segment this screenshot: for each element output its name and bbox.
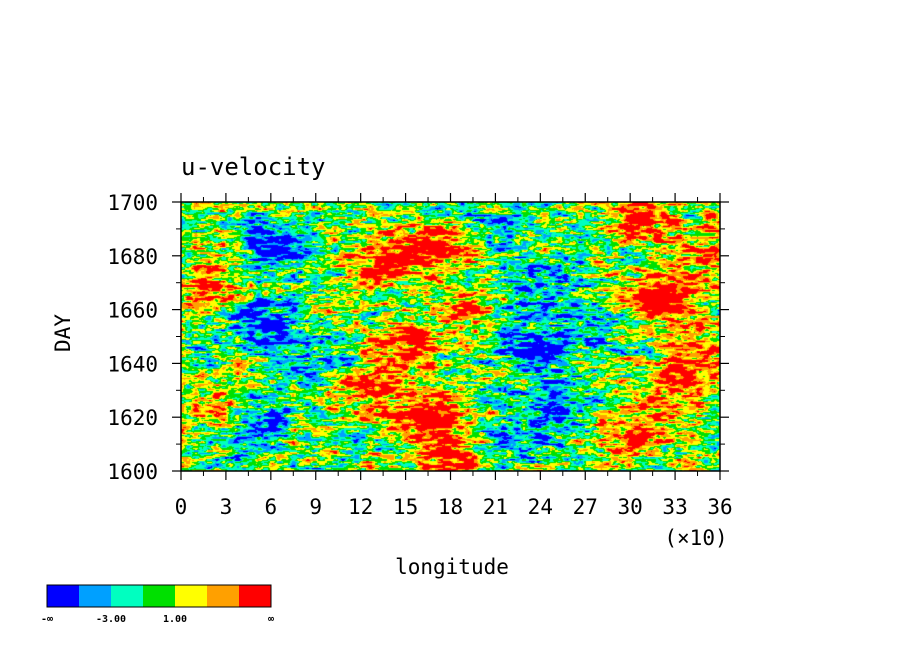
chart-title: u-velocity [181, 153, 326, 181]
y-tick-label: 1600 [107, 460, 158, 484]
x-tick-label: 21 [483, 495, 508, 519]
y-axis: 1600 1620 1640 1660 1680 1700 [107, 191, 729, 484]
x-tick-label: 3 [220, 495, 233, 519]
x-axis-label: longitude [395, 555, 509, 579]
heatmap-raster [181, 202, 720, 471]
y-tick-label: 1680 [107, 245, 158, 269]
y-tick-label: 1660 [107, 299, 158, 323]
x-multiplier-label: (×10) [664, 526, 727, 550]
colorbar-swatch [207, 585, 239, 607]
y-tick-label: 1640 [107, 352, 158, 376]
x-axis: 0 3 6 9 12 15 18 21 24 27 30 33 36 [175, 193, 733, 519]
x-tick-label: 24 [528, 495, 553, 519]
x-tick-label: 0 [175, 495, 188, 519]
colorbar-swatch [111, 585, 143, 607]
x-tick-label: 9 [309, 495, 322, 519]
y-axis-label: DAY [51, 314, 75, 352]
colorbar-swatch [175, 585, 207, 607]
x-tick-label: 33 [662, 495, 687, 519]
colorbar-label: -3.00 [96, 614, 126, 625]
x-tick-label: 36 [707, 495, 732, 519]
x-tick-label: 18 [438, 495, 463, 519]
colorbar-label: ∞ [268, 614, 274, 625]
y-tick-label: 1700 [107, 191, 158, 215]
colorbar-label: 1.00 [163, 614, 187, 625]
x-tick-label: 30 [618, 495, 643, 519]
colorbar-frame [46, 584, 272, 608]
x-tick-label: 12 [348, 495, 373, 519]
colorbar-swatch [143, 585, 175, 607]
colorbar-label: -∞ [41, 614, 53, 625]
colorbar-swatch [239, 585, 271, 607]
heatmap-field [181, 202, 720, 471]
y-tick-label: 1620 [107, 406, 158, 430]
colorbar-legend: -∞ -3.00 1.00 ∞ [41, 584, 274, 625]
colorbar-swatch [47, 585, 79, 607]
x-tick-label: 6 [265, 495, 278, 519]
x-tick-label: 15 [393, 495, 418, 519]
x-tick-label: 27 [573, 495, 598, 519]
colorbar-swatch [79, 585, 111, 607]
